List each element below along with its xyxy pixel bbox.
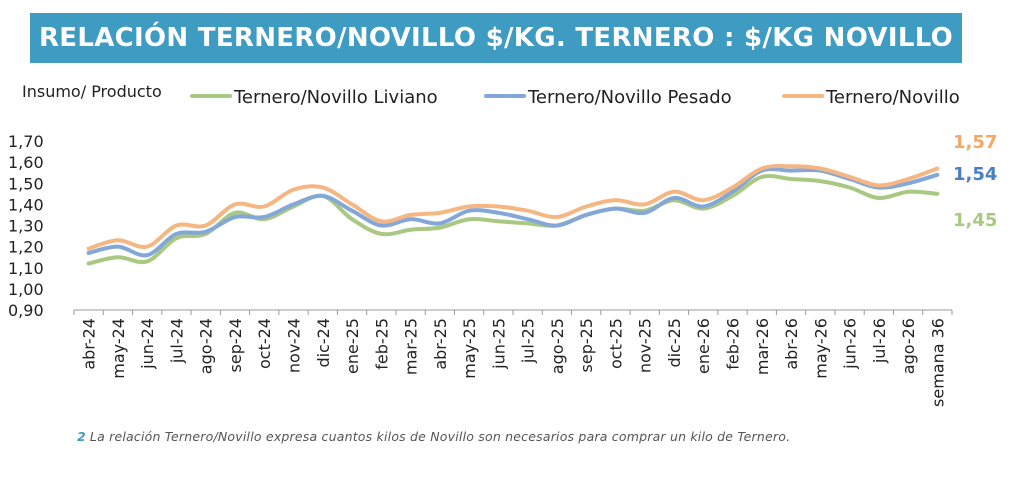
x-tick-label: dic-24 bbox=[314, 318, 333, 368]
y-tick-label: 1,70 bbox=[8, 132, 44, 151]
series-line-1 bbox=[86, 173, 940, 266]
x-tick-label: jun-25 bbox=[489, 318, 508, 370]
y-tick-label: 1,50 bbox=[8, 174, 44, 193]
y-tick-label: 0,90 bbox=[8, 301, 44, 320]
x-tick-label: feb-25 bbox=[372, 318, 391, 370]
x-tick-label: feb-26 bbox=[724, 318, 743, 370]
x-tick-label: abr-25 bbox=[431, 318, 450, 370]
x-tick-label: may-25 bbox=[460, 318, 479, 379]
x-tick-label: jun-24 bbox=[138, 318, 157, 370]
series-line-2 bbox=[86, 167, 940, 258]
y-tick-label: 1,60 bbox=[8, 153, 44, 172]
x-axis: abr-24 may-24 jun-24 jul-24 ago-24 sep-24 oct-… bbox=[73, 309, 953, 407]
x-tick-label: ene-25 bbox=[343, 318, 362, 374]
x-tick-label: ago-26 bbox=[899, 318, 918, 374]
x-tick-label: abr-24 bbox=[80, 318, 99, 370]
y-tick-label: 1,00 bbox=[8, 280, 44, 299]
footnote-number: 2 bbox=[77, 429, 86, 444]
y-axis: 1,70 1,60 1,50 1,40 1,30 1,20 1,10 1,00 0,90 bbox=[8, 132, 44, 320]
x-tick-label: nov-24 bbox=[285, 318, 304, 373]
x-tick-label: abr-26 bbox=[782, 318, 801, 370]
footnote-text: La relación Ternero/Novillo expresa cuan… bbox=[89, 429, 791, 444]
x-tick-label: semana 36 bbox=[928, 318, 947, 407]
x-tick-label: mar-26 bbox=[753, 318, 772, 375]
series-lines bbox=[86, 164, 940, 266]
x-tick-label: oct-24 bbox=[255, 318, 274, 369]
y-tick-label: 1,20 bbox=[8, 238, 44, 257]
end-value-label-2: 1,54 bbox=[953, 164, 997, 185]
y-tick-label: 1,30 bbox=[8, 217, 44, 236]
x-tick-label: ago-24 bbox=[197, 318, 216, 374]
x-tick-label: jul-26 bbox=[870, 318, 889, 364]
y-tick-label: 1,40 bbox=[8, 195, 44, 214]
chart-legend: Ternero/Novillo Liviano Ternero/Novillo P… bbox=[190, 87, 960, 108]
x-tick-label: may-24 bbox=[109, 318, 128, 379]
series-line-3 bbox=[86, 164, 940, 251]
chart-title-banner: RELACIÓN TERNERO/NOVILLO $/KG. TERNERO :… bbox=[30, 13, 962, 63]
legend-label-2: Ternero/Novillo Pesado bbox=[527, 87, 732, 108]
x-tick-label: jul-24 bbox=[167, 318, 186, 364]
footnote: 2 La relación Ternero/Novillo expresa cua… bbox=[77, 429, 790, 444]
x-tick-label: mar-25 bbox=[402, 318, 421, 375]
x-tick-label: ene-26 bbox=[694, 318, 713, 374]
end-labels: 1,45 1,54 1,57 bbox=[953, 132, 997, 231]
legend-label-3: Ternero/Novillo bbox=[825, 87, 960, 108]
end-value-label-1: 1,45 bbox=[953, 210, 997, 231]
x-tick-label: sep-24 bbox=[226, 318, 245, 372]
legend-label-1: Ternero/Novillo Liviano bbox=[233, 87, 438, 108]
y-tick-label: 1,10 bbox=[8, 259, 44, 278]
x-tick-label: dic-25 bbox=[665, 318, 684, 368]
x-tick-label: jun-26 bbox=[841, 318, 860, 370]
x-tick-label: oct-25 bbox=[606, 318, 625, 369]
x-tick-label: jul-25 bbox=[519, 318, 538, 364]
end-value-label-3: 1,57 bbox=[953, 132, 997, 153]
x-tick-label: sep-25 bbox=[577, 318, 596, 372]
y-axis-label: Insumo/ Producto bbox=[22, 82, 162, 101]
x-tick-label: may-26 bbox=[811, 318, 830, 379]
x-tick-label: nov-25 bbox=[636, 318, 655, 373]
x-tick-label: ago-25 bbox=[548, 318, 567, 374]
